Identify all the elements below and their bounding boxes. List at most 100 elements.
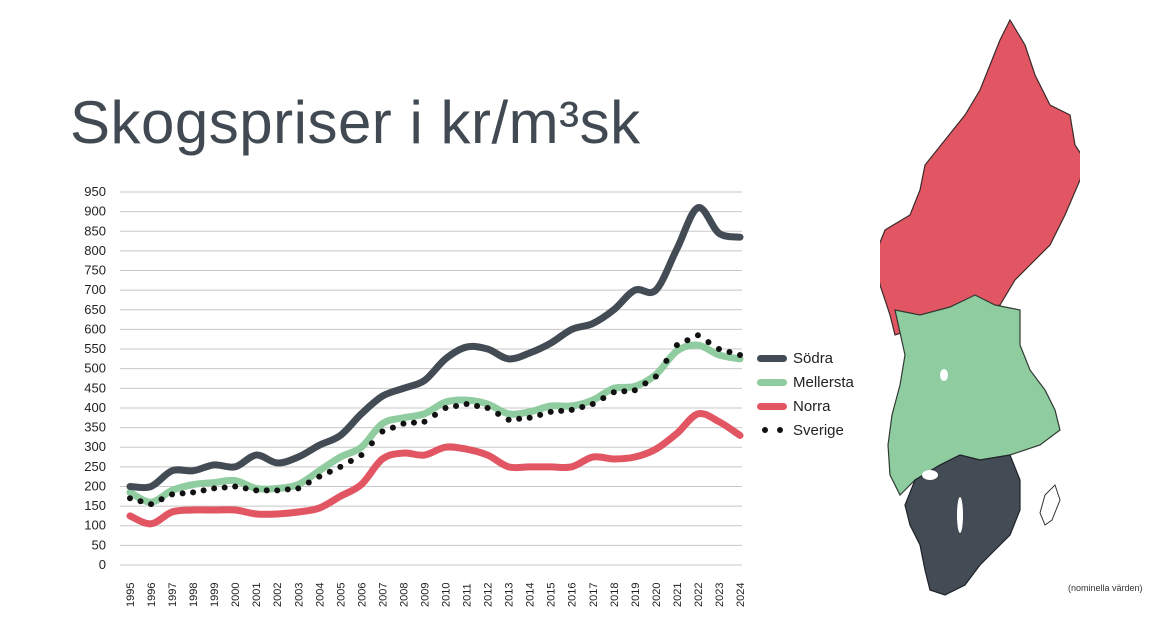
- data-point-sverige: [737, 351, 743, 358]
- data-point-sverige: [337, 463, 344, 470]
- legend-swatch-norra: [757, 402, 787, 410]
- data-point-sverige-mid: [179, 490, 186, 497]
- x-tick-label: 2013: [504, 583, 516, 607]
- y-tick-label: 400: [84, 400, 106, 415]
- map-lake: [922, 470, 938, 480]
- data-point-sverige-mid: [242, 485, 249, 492]
- x-tick-label: 2019: [630, 583, 642, 607]
- legend-item-norra: Norra: [757, 394, 854, 418]
- x-tick-label: 2003: [293, 583, 305, 607]
- data-point-sverige: [211, 485, 218, 492]
- legend-label-norra: Norra: [793, 397, 831, 415]
- data-point-sverige-mid: [158, 496, 165, 503]
- x-tick-label: 2008: [398, 583, 410, 607]
- map-region-sodra: [904, 454, 1021, 596]
- data-point-sverige: [379, 428, 386, 435]
- x-tick-label: 2001: [251, 583, 263, 607]
- data-point-sverige: [274, 487, 281, 494]
- x-tick-label: 2017: [588, 583, 600, 607]
- legend-item-sverige: Sverige: [757, 418, 854, 442]
- data-point-sverige: [715, 346, 722, 353]
- y-tick-label: 850: [84, 223, 106, 238]
- data-point-sverige: [484, 404, 491, 411]
- data-point-sverige-mid: [495, 410, 502, 417]
- series-line-mellersta: [126, 341, 744, 506]
- data-point-sverige-mid: [200, 487, 207, 494]
- data-point-sverige-mid: [368, 440, 375, 447]
- data-point-sverige: [232, 483, 239, 490]
- data-point-sverige: [610, 389, 617, 396]
- x-tick-label: 2006: [356, 583, 368, 607]
- y-tick-label: 600: [84, 321, 106, 336]
- legend-label-sodra: Södra: [793, 349, 834, 367]
- y-tick-label: 250: [84, 459, 106, 474]
- data-point-sverige-mid: [221, 484, 228, 491]
- y-tick-label: 550: [84, 341, 106, 356]
- data-point-sverige-mid: [284, 486, 291, 493]
- data-point-sverige-mid: [453, 402, 460, 409]
- data-point-sverige: [463, 401, 470, 408]
- data-point-sverige: [526, 414, 533, 421]
- y-tick-label: 700: [84, 282, 106, 297]
- line-chart: 0 50 100 150 200 250 300 350 400 450 500 550 600 650 7…: [84, 184, 747, 607]
- data-point-sverige-mid: [389, 424, 396, 431]
- x-tick-label: 2023: [714, 583, 726, 607]
- data-point-sverige-mid: [705, 339, 712, 346]
- data-point-sverige: [631, 387, 638, 394]
- y-tick-label: 100: [84, 518, 106, 533]
- data-point-sverige-mid: [600, 395, 607, 402]
- x-tick-label: 1995: [125, 583, 137, 607]
- legend-swatch-sverige: [757, 427, 787, 433]
- x-tick-label: 2007: [377, 583, 389, 607]
- x-tick-label: 2010: [441, 583, 453, 607]
- y-tick-label: 0: [99, 557, 106, 572]
- y-tick-label: 300: [84, 439, 106, 454]
- data-point-sverige: [568, 406, 575, 413]
- y-tick-label: 450: [84, 380, 106, 395]
- x-tick-label: 2005: [335, 583, 347, 607]
- x-tick-label: 2011: [462, 583, 474, 607]
- x-tick-label: 2004: [314, 583, 326, 607]
- data-point-sverige: [316, 473, 323, 480]
- x-tick-label: 2016: [567, 583, 579, 607]
- map-lake: [940, 369, 948, 381]
- data-point-sverige: [589, 401, 596, 408]
- data-point-sverige-mid: [663, 357, 670, 364]
- map-region-norra: [880, 18, 1080, 336]
- legend-item-mellersta: Mellersta: [757, 370, 854, 394]
- data-point-sverige-mid: [474, 402, 481, 409]
- x-tick-label: 2020: [651, 583, 663, 607]
- data-point-sverige: [190, 489, 197, 496]
- legend-label-sverige: Sverige: [793, 421, 844, 439]
- x-tick-label: 2000: [230, 583, 242, 607]
- series-line-södra: [126, 204, 744, 492]
- map-island-gotland: [1039, 484, 1061, 526]
- data-point-sverige: [421, 418, 428, 425]
- legend: Södra Mellersta Norra Sverige: [757, 346, 854, 442]
- x-tick-label: 2024: [735, 583, 747, 607]
- x-tick-label: 2014: [525, 583, 537, 607]
- data-point-sverige-mid: [537, 411, 544, 418]
- x-tick-label: 1999: [209, 583, 221, 607]
- y-tick-label: 200: [84, 478, 106, 493]
- data-point-sverige-mid: [579, 403, 586, 410]
- data-point-sverige: [400, 420, 407, 427]
- legend-swatch-mellersta: [757, 378, 787, 386]
- x-tick-label: 2012: [483, 583, 495, 607]
- legend-item-sodra: Södra: [757, 346, 854, 370]
- data-point-sverige-mid: [558, 407, 565, 414]
- data-point-sverige-mid: [432, 411, 438, 418]
- data-point-sverige: [148, 501, 155, 508]
- sweden-map: [880, 18, 1080, 596]
- data-point-sverige-mid: [621, 388, 628, 395]
- data-point-sverige: [169, 491, 176, 498]
- data-point-sverige: [652, 373, 659, 380]
- data-point-sverige: [547, 408, 554, 415]
- x-tick-label: 1998: [188, 583, 200, 607]
- y-tick-label: 950: [84, 184, 106, 199]
- data-point-sverige: [673, 342, 680, 349]
- y-tick-label: 750: [84, 263, 106, 278]
- y-tick-label: 650: [84, 302, 106, 317]
- data-point-sverige-mid: [347, 457, 354, 464]
- x-tick-label: 2009: [419, 583, 431, 607]
